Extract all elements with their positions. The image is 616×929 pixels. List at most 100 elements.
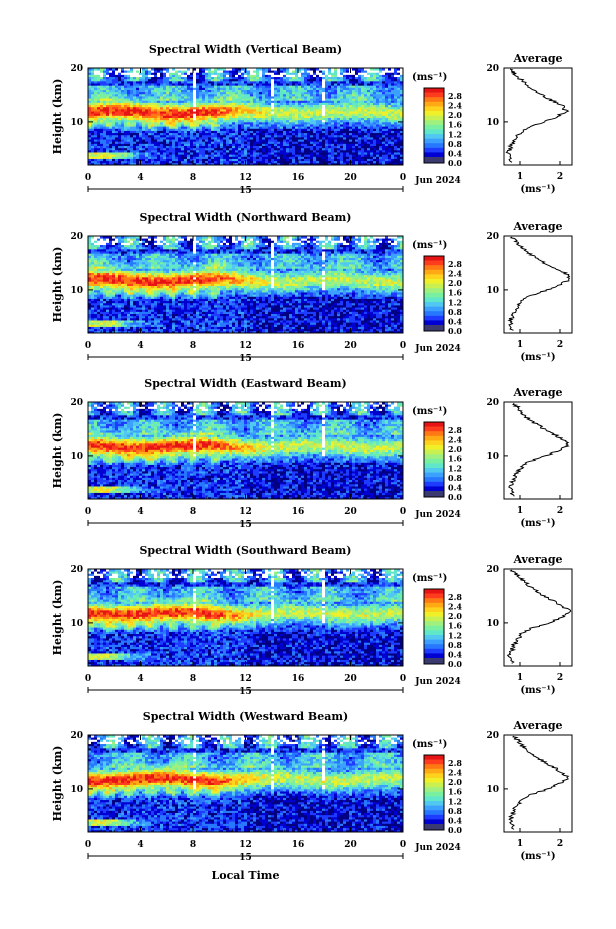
colorbar-tick-label: 1.6 <box>448 120 462 130</box>
colorbar-tick-label: 0.8 <box>448 640 462 650</box>
x-tick-label: 0 <box>400 674 406 684</box>
colorbar-swatch <box>424 297 444 302</box>
heatmap <box>88 402 403 499</box>
date-label: Jun 2024 <box>414 677 461 687</box>
x-tick-label: 12 <box>239 507 252 517</box>
avg-y-tick-label: 20 <box>486 64 499 74</box>
x-tick-label: 8 <box>190 840 196 850</box>
colorbar-tick-label: 0.4 <box>448 148 462 158</box>
colorbar-swatch <box>424 594 444 599</box>
colorbar-unit: (ms⁻¹) <box>412 240 447 251</box>
y-axis-label: Height (km) <box>51 580 64 656</box>
x-tick-label: 4 <box>137 173 143 183</box>
date-label: Jun 2024 <box>414 344 461 354</box>
colorbar-tick-label: 2.4 <box>448 101 462 111</box>
colorbar-tick-label: 1.6 <box>448 787 462 797</box>
colorbar-swatch <box>424 612 444 617</box>
average-xlabel: (ms⁻¹) <box>520 184 555 195</box>
colorbar-swatch <box>424 630 444 635</box>
x-tick-label: 0 <box>85 341 91 351</box>
average-frame <box>504 68 572 165</box>
x-tick-label: 8 <box>190 341 196 351</box>
colorbar-swatch <box>424 806 444 811</box>
colorbar: 2.82.42.01.61.20.80.40.0(ms⁻¹) <box>412 406 462 502</box>
colorbar-swatch <box>424 106 444 111</box>
colorbar-swatch <box>424 431 444 436</box>
colorbar-tick-label: 0.8 <box>448 139 462 149</box>
x-tick-label: 0 <box>85 173 91 183</box>
x-tick-label: 20 <box>344 674 357 684</box>
avg-x-tick-label: 2 <box>557 172 563 182</box>
colorbar-tick-label: 2.8 <box>448 259 462 269</box>
colorbar-swatch <box>424 120 444 125</box>
y-tick-label: 10 <box>70 785 83 795</box>
colorbar-swatch <box>424 796 444 801</box>
day-label: 15 <box>239 853 252 863</box>
colorbar-swatch <box>424 626 444 631</box>
colorbar-swatch <box>424 635 444 640</box>
x-tick-label: 0 <box>85 674 91 684</box>
average-title: Average <box>512 52 562 65</box>
colorbar-swatch <box>424 491 444 497</box>
colorbar-swatch <box>424 134 444 139</box>
colorbar-swatch <box>424 760 444 765</box>
colorbar-swatch <box>424 640 444 645</box>
colorbar-swatch <box>424 783 444 788</box>
colorbar: 2.82.42.01.61.20.80.40.0(ms⁻¹) <box>412 72 462 168</box>
x-tick-label: 8 <box>190 173 196 183</box>
x-tick-label: 16 <box>292 840 305 850</box>
colorbar-swatch <box>424 102 444 107</box>
colorbar-swatch <box>424 288 444 293</box>
colorbar-swatch <box>424 755 444 760</box>
y-tick-label: 20 <box>70 64 83 74</box>
avg-x-tick-label: 1 <box>517 673 523 683</box>
colorbar-tick-label: 2.4 <box>448 435 462 445</box>
colorbar-swatch <box>424 477 444 482</box>
colorbar-swatch <box>424 658 444 664</box>
colorbar-swatch <box>424 316 444 321</box>
colorbar-swatch <box>424 116 444 121</box>
colorbar-swatch <box>424 93 444 98</box>
colorbar-swatch <box>424 261 444 266</box>
panel-title: Spectral Width (Southward Beam) <box>139 544 351 557</box>
date-label: Jun 2024 <box>414 176 461 186</box>
y-tick-label: 20 <box>70 565 83 575</box>
panel-1: Spectral Width (Northward Beam)0 4 8 12 16 20… <box>51 211 572 364</box>
colorbar-tick-label: 1.6 <box>448 288 462 298</box>
colorbar-swatch <box>424 436 444 441</box>
y-tick-label: 20 <box>70 232 83 242</box>
colorbar-swatch <box>424 773 444 778</box>
colorbar-swatch <box>424 801 444 806</box>
x-tick-label: 12 <box>239 674 252 684</box>
colorbar-swatch <box>424 792 444 797</box>
y-tick-label: 20 <box>70 398 83 408</box>
colorbar-tick-label: 1.6 <box>448 454 462 464</box>
colorbar-swatch <box>424 607 444 612</box>
colorbar-swatch <box>424 111 444 116</box>
x-tick-label: 12 <box>239 173 252 183</box>
colorbar-swatch <box>424 307 444 312</box>
colorbar-swatch <box>424 598 444 603</box>
x-tick-label: 4 <box>137 507 143 517</box>
x-tick-label: 12 <box>239 341 252 351</box>
x-tick-label: 4 <box>137 840 143 850</box>
y-axis-label: Height (km) <box>51 79 64 155</box>
x-tick-label: 0 <box>85 840 91 850</box>
avg-y-tick-label: 20 <box>486 731 499 741</box>
colorbar-tick-label: 2.8 <box>448 592 462 602</box>
x-tick-label: 12 <box>239 840 252 850</box>
colorbar-swatch <box>424 320 444 325</box>
colorbar-swatch <box>424 256 444 261</box>
colorbar-tick-label: 0.8 <box>448 806 462 816</box>
colorbar-swatch <box>424 139 444 144</box>
colorbar-swatch <box>424 427 444 432</box>
heatmap <box>88 236 403 333</box>
panel-2: Spectral Width (Eastward Beam)0 4 8 12 16 20 0… <box>51 377 572 530</box>
colorbar-swatch <box>424 459 444 464</box>
colorbar-swatch <box>424 454 444 459</box>
colorbar-swatch <box>424 325 444 331</box>
average-xlabel: (ms⁻¹) <box>520 851 555 862</box>
colorbar-swatch <box>424 644 444 649</box>
